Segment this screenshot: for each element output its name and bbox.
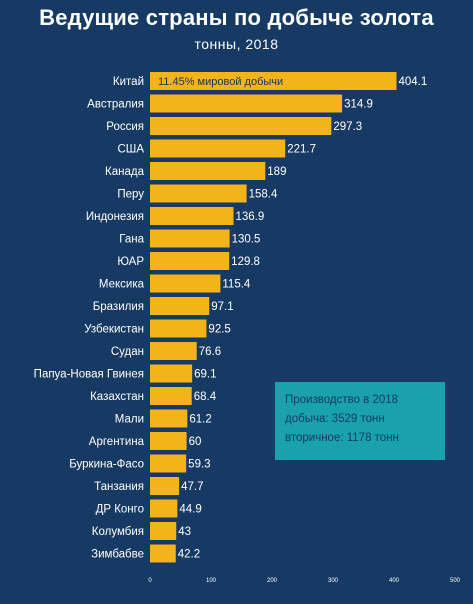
info-box-secondary: вторичное: 1178 тонн [285, 432, 399, 444]
value-label: 68.4 [194, 391, 217, 403]
category-label: Танзания [94, 481, 144, 493]
bar [150, 117, 332, 135]
category-label: Зимбабве [91, 549, 144, 561]
value-label: 129.8 [231, 256, 260, 268]
category-label: ДР Конго [96, 504, 144, 516]
value-label: 136.9 [236, 211, 265, 223]
bar-annotation: 11.45% мировой добычи [158, 76, 283, 88]
x-tick-label: 300 [328, 578, 339, 584]
bar [150, 162, 266, 180]
category-label: Россия [106, 121, 144, 133]
category-label: Гана [119, 234, 144, 246]
production-info-box: Производство в 2018 добыча: 3529 тонн вт… [275, 382, 445, 460]
category-label: Мексика [99, 279, 145, 291]
category-label: Бразилия [93, 301, 144, 313]
category-label: Канада [105, 166, 145, 178]
bar [150, 544, 176, 563]
value-label: 130.5 [232, 234, 261, 246]
bar [150, 297, 210, 315]
category-label: Индонезия [86, 211, 144, 223]
category-label: Австралия [87, 99, 144, 111]
value-label: 314.9 [344, 99, 373, 111]
bar [150, 409, 188, 428]
value-label: 59.3 [188, 459, 210, 471]
value-label: 189 [267, 166, 286, 178]
value-label: 97.1 [211, 301, 233, 313]
category-label: ЮАР [117, 256, 144, 268]
bar [150, 184, 247, 203]
category-label: Узбекистан [84, 324, 144, 336]
bar [150, 94, 343, 113]
value-label: 44.9 [179, 504, 201, 516]
category-label: Китай [113, 76, 144, 88]
x-tick-label: 400 [389, 578, 400, 584]
value-label: 43 [178, 526, 191, 538]
bar [150, 477, 180, 495]
category-label: Перу [117, 189, 144, 201]
value-label: 47.7 [181, 481, 203, 493]
bar [150, 72, 397, 90]
bar [150, 432, 187, 450]
x-tick-label: 200 [267, 578, 278, 584]
chart-title: Ведущие страны по добыче золота [39, 5, 434, 30]
x-tick-label: 500 [450, 578, 461, 584]
bar [150, 229, 230, 248]
category-label: Аргентина [89, 436, 145, 448]
value-label: 60 [189, 436, 202, 448]
value-label: 221.7 [287, 144, 316, 156]
bar [150, 364, 193, 383]
x-tick-label: 0 [148, 578, 152, 584]
bar [150, 139, 286, 158]
bar [150, 207, 234, 225]
info-box-title: Производство в 2018 [285, 394, 399, 406]
value-label: 404.1 [399, 76, 428, 88]
x-tick-label: 100 [206, 578, 217, 584]
value-label: 158.4 [249, 189, 278, 201]
bar [150, 342, 197, 360]
bar [150, 499, 178, 518]
value-label: 297.3 [333, 121, 362, 133]
value-label: 115.4 [222, 279, 251, 291]
value-label: 69.1 [194, 369, 216, 381]
bar [150, 319, 207, 338]
value-label: 61.2 [189, 414, 211, 426]
chart-subtitle: тонны, 2018 [194, 36, 279, 52]
bar [150, 387, 192, 405]
bar [150, 252, 230, 270]
category-label: Судан [111, 346, 144, 358]
bar [150, 454, 187, 473]
value-label: 92.5 [208, 324, 230, 336]
category-label: Казахстан [90, 391, 144, 403]
category-label: Колумбия [92, 526, 144, 538]
value-label: 76.6 [199, 346, 221, 358]
value-label: 42.2 [178, 549, 200, 561]
category-label: Папуа-Новая Гвинея [34, 369, 144, 381]
category-label: Мали [115, 414, 144, 426]
category-label: США [117, 144, 144, 156]
bar [150, 522, 177, 540]
bar [150, 274, 221, 293]
category-label: Буркина-Фасо [69, 459, 144, 471]
info-box-mining: добыча: 3529 тонн [285, 413, 385, 425]
